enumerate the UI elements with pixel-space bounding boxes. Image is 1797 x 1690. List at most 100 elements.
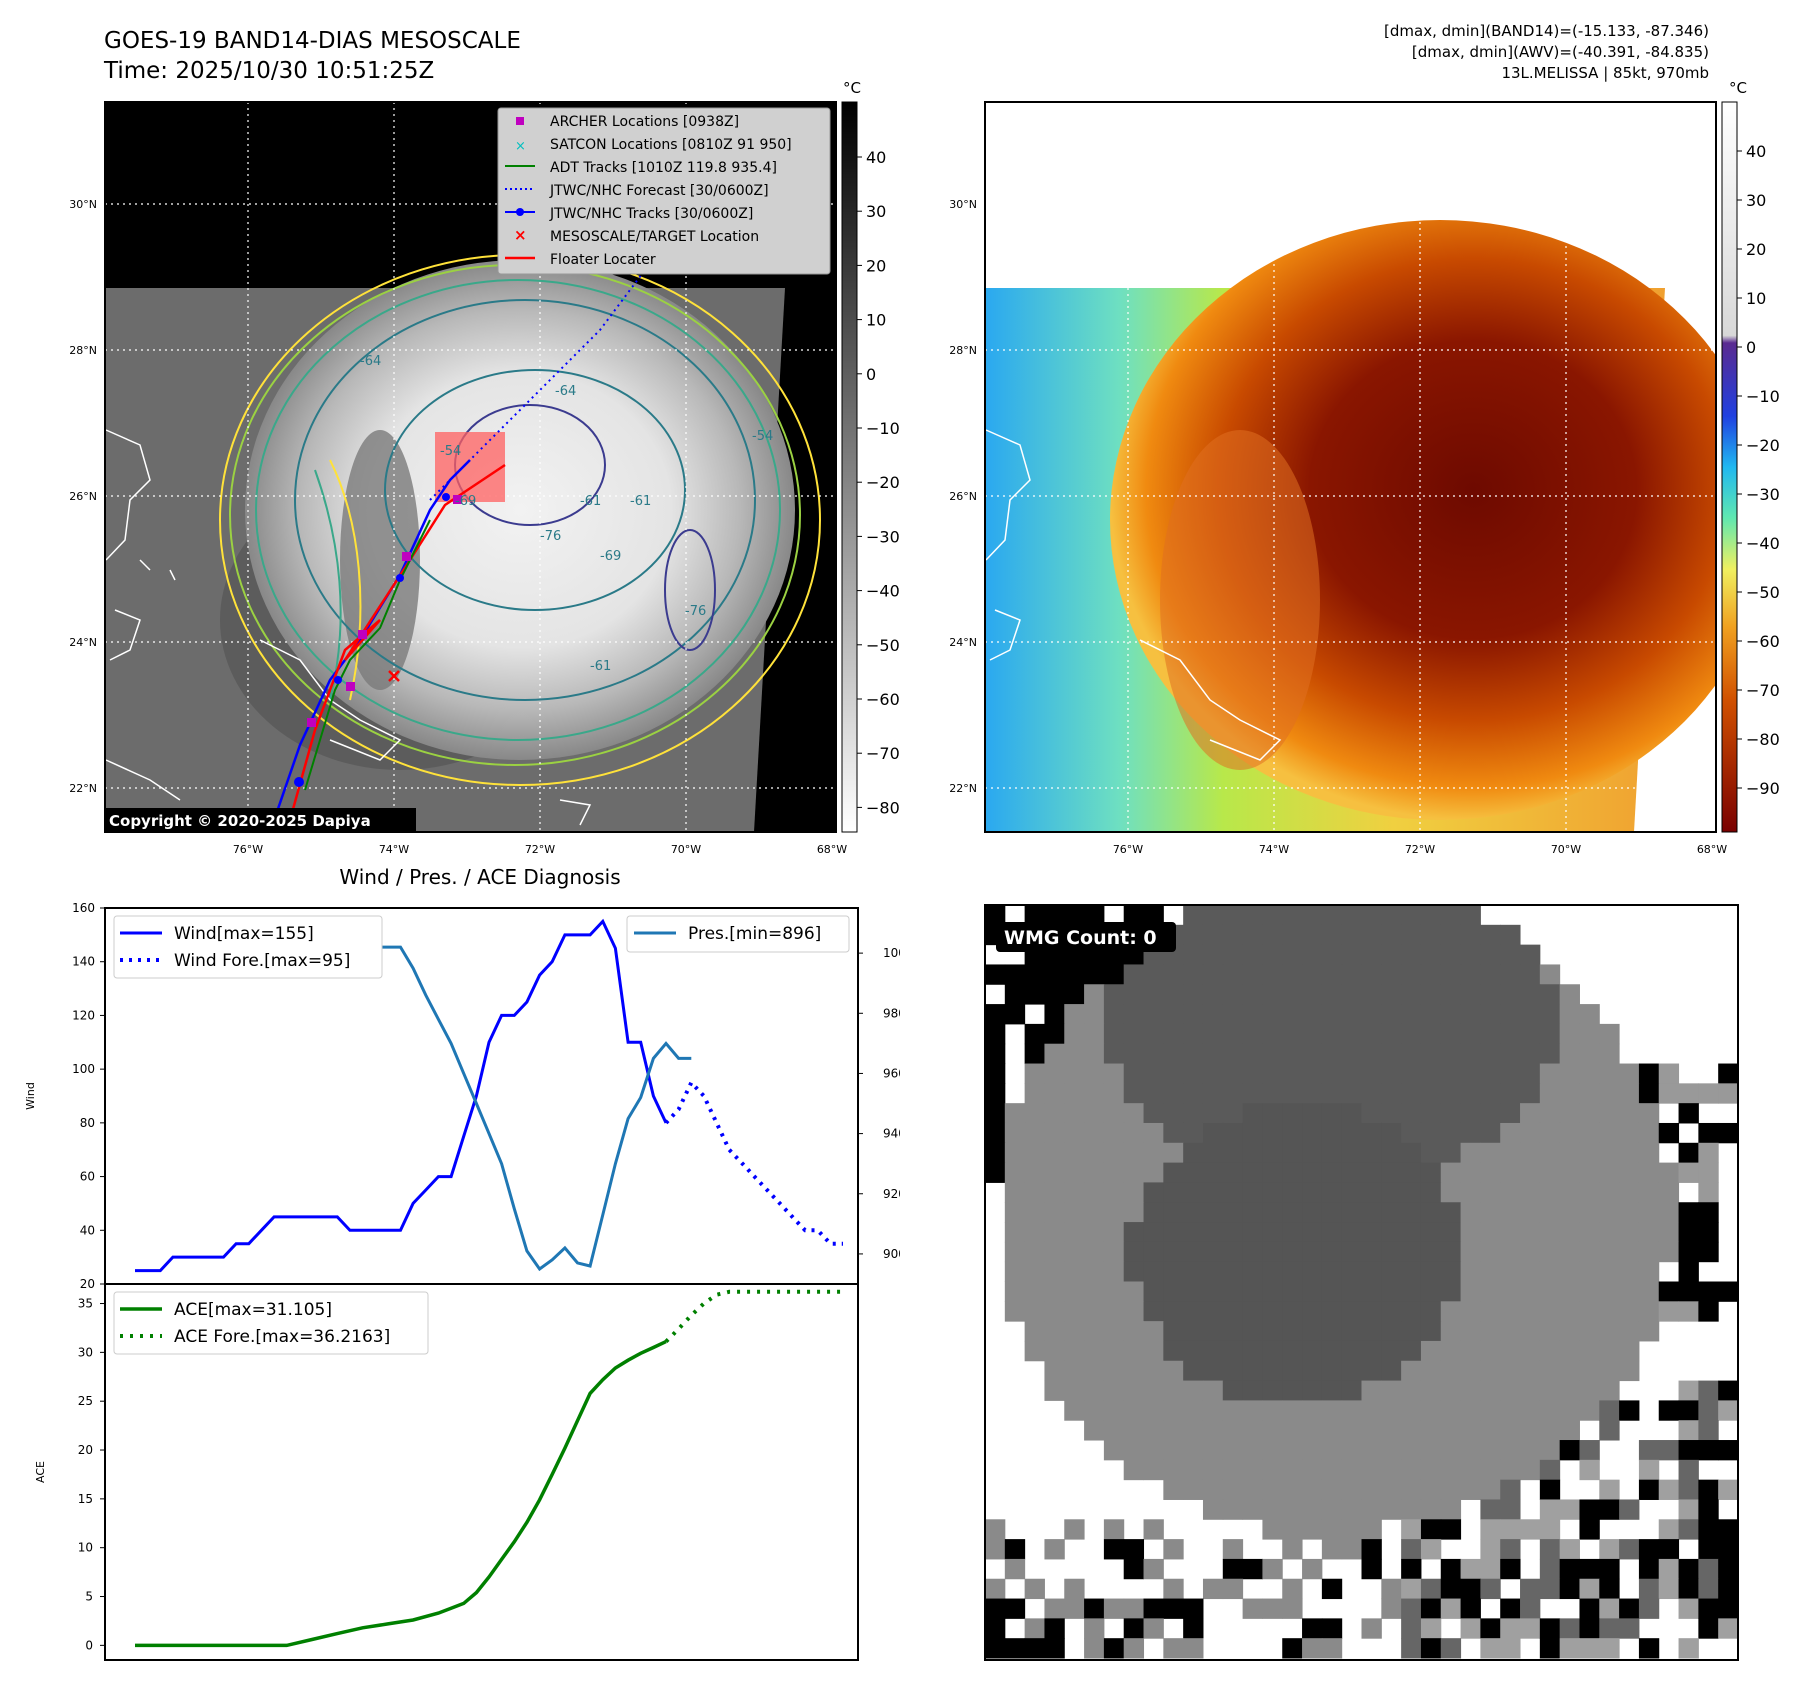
series-wind-forecast-line (664, 1079, 843, 1246)
colorbar-enhanced-tick: −10 (1746, 387, 1780, 406)
info-awv-range: [dmax, dmin](AWV)=(-40.391, -84.835) (1411, 43, 1709, 61)
legend-wind-forecast: Wind Fore.[max=95] (174, 951, 350, 971)
wmg-count-label: WMG Count: 0 (1004, 927, 1157, 949)
colorbar-ir-tick: 30 (866, 202, 886, 221)
colorbar-ir-tick: 20 (866, 256, 886, 275)
pressure-ytick-label: 900 (883, 1247, 900, 1261)
colorbar-ir (841, 101, 858, 833)
wind-ytick-label: 160 (72, 901, 95, 915)
ace-ytick-label: 20 (78, 1443, 93, 1457)
colorbar-enhanced-tick: −60 (1746, 632, 1780, 651)
r-lat-label-24n: 24°N (949, 636, 977, 649)
wmg-count-box (996, 922, 1176, 952)
wind-ytick-label: 20 (80, 1277, 95, 1291)
wind-axis-label: Wind (24, 1082, 37, 1110)
figure-time: Time: 2025/10/30 10:51:25Z (104, 58, 435, 84)
diagnosis-charts: Wind / Pres. / ACE Diagnosis 20 40 60 80 100… (24, 865, 900, 1661)
legend-ace: ACE[max=31.105] (174, 1300, 332, 1320)
ace-ytick-label: 5 (85, 1590, 93, 1604)
legend-target-icon: × (514, 226, 527, 244)
legend-wind: Wind[max=155] (174, 924, 314, 944)
wind-ytick-label: 80 (80, 1116, 95, 1130)
lat-label-24n: 24°N (69, 636, 97, 649)
colorbar-enhanced-tick: −70 (1746, 681, 1780, 700)
colorbar-enhanced-tick: 0 (1746, 338, 1756, 357)
series-wind-line (135, 918, 668, 1273)
ace-ytick-label: 10 (78, 1541, 93, 1555)
legend-label-tracks: JTWC/NHC Tracks [30/0600Z] (549, 206, 753, 222)
contour-label-3: -54 (752, 429, 773, 444)
series-ace-line (135, 1340, 667, 1648)
r-lon-label-70w: 70°W (1551, 843, 1581, 856)
colorbar-enhanced-tick: 20 (1746, 240, 1766, 259)
colorbar-enhanced (1721, 101, 1738, 833)
colorbar-ir-tick: 10 (866, 311, 886, 330)
r-lon-label-74w: 74°W (1259, 843, 1289, 856)
ace-ytick-label: 35 (78, 1297, 93, 1311)
wind-ytick-label: 120 (72, 1008, 95, 1022)
lat-label-30n: 30°N (69, 198, 97, 211)
colorbar-ir-tick: −60 (866, 690, 900, 709)
colorbar-ir-tick: 0 (866, 365, 876, 384)
storm-info: 13L.MELISSA | 85kt, 970mb (1501, 64, 1709, 82)
colorbar-ir-tick: −40 (866, 582, 900, 601)
colorbar-enhanced-tick: −30 (1746, 485, 1780, 504)
r-lat-label-30n: 30°N (949, 198, 977, 211)
colorbar-enhanced-tick: 30 (1746, 191, 1766, 210)
legend-label-forecast: JTWC/NHC Forecast [30/0600Z] (549, 183, 769, 199)
lat-label-28n: 28°N (69, 344, 97, 357)
contour-label-10: -61 (590, 659, 611, 674)
ace-ytick-label: 15 (78, 1492, 93, 1506)
legend-satcon-icon: × (515, 139, 526, 154)
forecast-track (429, 119, 761, 501)
wind-ytick-label: 60 (80, 1170, 95, 1184)
lon-label-76w: 76°W (233, 843, 263, 856)
colorbar-ir-tick: −70 (866, 744, 900, 763)
ace-ytick-label: 25 (78, 1394, 93, 1408)
r-lat-label-26n: 26°N (949, 490, 977, 503)
contour-label-5: -61 (630, 494, 651, 509)
r-lon-label-68w: 68°W (1697, 843, 1727, 856)
colorbar-enhanced-tick: 10 (1746, 289, 1766, 308)
legend-pressure: Pres.[min=896] (688, 924, 821, 944)
r-lon-label-72w: 72°W (1405, 843, 1435, 856)
lat-label-22n: 22°N (69, 782, 97, 795)
contour-label-2: -64 (555, 384, 576, 399)
legend-label-archer: ARCHER Locations [0938Z] (550, 114, 739, 130)
r-lat-label-28n: 28°N (949, 344, 977, 357)
legend-label-target: MESOSCALE/TARGET Location (550, 229, 759, 245)
contour-label-11: -69 (600, 549, 621, 564)
wind-ytick-label: 100 (72, 1062, 95, 1076)
figure-title: GOES-19 BAND14-DIAS MESOSCALE (104, 28, 521, 54)
wmg-panel: WMG Count: 0 (984, 904, 1739, 1661)
legend-ace-forecast: ACE Fore.[max=36.2163] (174, 1327, 390, 1347)
wind-legend (113, 915, 383, 979)
legend-label-floater: Floater Locater (550, 252, 656, 268)
colorbar-enhanced-tick: −40 (1746, 534, 1780, 553)
contour-label-1: -64 (360, 354, 381, 369)
copyright-text: Copyright © 2020-2025 Dapiya (109, 812, 371, 830)
contour-label-4: -61 (580, 494, 601, 509)
colorbar-enhanced-tick: −90 (1746, 779, 1780, 798)
legend-label-adt: ADT Tracks [1010Z 119.8 935.4] (550, 160, 777, 176)
colorbar-ir-tick: −50 (866, 636, 900, 655)
map-legend: × × ARCHER Locations [0938Z] SATCON Loca… (497, 107, 831, 275)
lon-label-74w: 74°W (379, 843, 409, 856)
chart-title: Wind / Pres. / ACE Diagnosis (339, 865, 620, 889)
series-ace-forecast-line (664, 1289, 843, 1344)
ir-map-panel: -64 -64 -54 -61 -61 -54 -69 -76 -76 -61 … (69, 79, 900, 856)
ace-axis-label: ACE (34, 1461, 47, 1483)
lon-label-72w: 72°W (525, 843, 555, 856)
wind-ytick-label: 40 (80, 1223, 95, 1237)
wind-ytick-label: 140 (72, 955, 95, 969)
lat-label-26n: 26°N (69, 490, 97, 503)
copyright-box (104, 808, 416, 832)
pressure-legend (626, 915, 850, 953)
colorbar-ir-tick: −30 (866, 527, 900, 546)
floater-track (288, 463, 506, 821)
legend-archer-icon (516, 117, 524, 125)
colorbar-enhanced-unit: °C (1729, 79, 1747, 97)
floater-box (435, 432, 505, 502)
contour-label-9: -76 (685, 604, 706, 619)
legend-label-satcon: SATCON Locations [0810Z 91 950] (550, 137, 792, 153)
